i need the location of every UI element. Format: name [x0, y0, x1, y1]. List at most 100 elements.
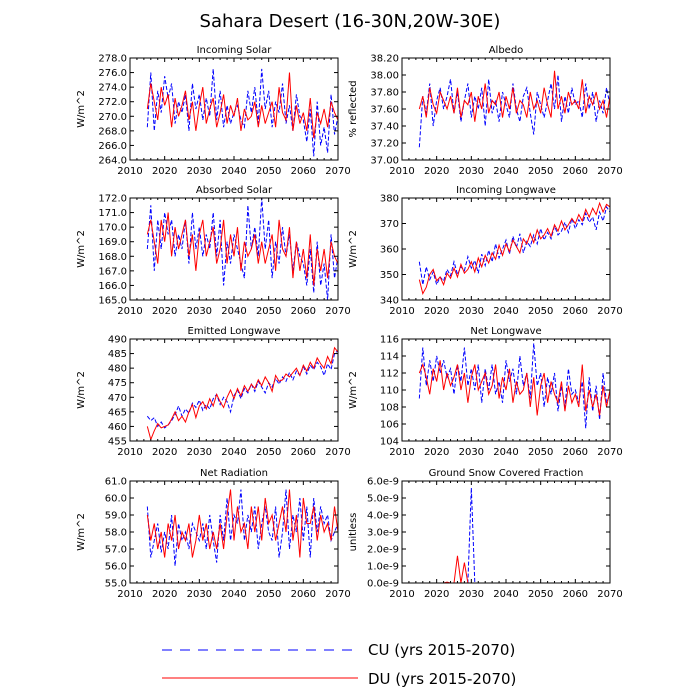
- y-tick-label: 38.20: [370, 54, 399, 65]
- series-cu-line: [418, 343, 610, 429]
- y-tick-label: 165.0: [98, 296, 127, 307]
- y-tick-label: 270.0: [98, 112, 127, 123]
- figure-title: Sahara Desert (16-30N,20W-30E): [200, 11, 501, 32]
- x-tick-label: 2060: [291, 589, 316, 600]
- series-group: [146, 346, 338, 441]
- y-tick-label: 61.0: [105, 477, 127, 488]
- y-tick-label: 57.0: [105, 545, 127, 556]
- y-axis-label: W/m^2: [76, 513, 87, 551]
- y-tick-label: 110: [380, 386, 399, 397]
- y-tick-label: 266.0: [98, 141, 127, 152]
- series-cu-line: [418, 205, 610, 287]
- x-tick-label: 2030: [187, 447, 212, 458]
- chart-panel: Incoming Solar W/m^2 2010 2020 2030 2040 2050 2…: [76, 45, 351, 177]
- series-group: [418, 201, 610, 296]
- series-du-line: [146, 489, 338, 558]
- series-du-line: [146, 346, 338, 441]
- y-tick-label: 455: [108, 437, 127, 448]
- y-tick-label: 172.0: [98, 194, 127, 205]
- x-tick-label: 2040: [493, 306, 518, 317]
- y-tick-label: 475: [108, 378, 127, 389]
- y-axis-label: W/m^2: [76, 371, 87, 409]
- y-tick-label: 104: [380, 437, 399, 448]
- y-tick-label: 370: [380, 219, 399, 230]
- y-tick-label: 272.0: [98, 97, 127, 108]
- y-axis-label: W/m^2: [348, 230, 359, 268]
- legend-du-label: DU (yrs 2015-2070): [368, 670, 516, 688]
- x-tick-label: 2060: [563, 166, 588, 177]
- x-tick-label: 2060: [563, 306, 588, 317]
- y-tick-label: 360: [380, 245, 399, 256]
- x-tick-label: 2070: [597, 166, 622, 177]
- x-tick-label: 2040: [493, 589, 518, 600]
- x-tick-label: 2030: [187, 166, 212, 177]
- x-tick-label: 2070: [325, 306, 350, 317]
- x-tick-label: 2070: [325, 589, 350, 600]
- series-cu-line: [146, 489, 338, 567]
- y-tick-label: 59.0: [105, 511, 127, 522]
- chart-panel: Incoming Longwave W/m^2 2010 2020 2030 2040 20…: [348, 185, 623, 317]
- x-tick-label: 2020: [152, 306, 177, 317]
- x-tick-label: 2030: [187, 589, 212, 600]
- y-tick-label: 168.0: [98, 252, 127, 263]
- chart-panel: Absorbed Solar W/m^2 2010 2020 2030 2040 2050 2…: [76, 185, 351, 317]
- chart-panel: Ground Snow Covered Fraction unitless 2010…: [348, 468, 623, 600]
- x-tick-label: 2050: [256, 306, 281, 317]
- plot-frame: [129, 57, 339, 161]
- y-tick-label: 169.0: [98, 237, 127, 248]
- y-tick-label: 38.00: [370, 71, 399, 82]
- chart-title: Incoming Longwave: [456, 185, 556, 196]
- x-tick-label: 2070: [597, 306, 622, 317]
- y-tick-label: 4.0e-9: [367, 511, 399, 522]
- y-tick-label: 108: [380, 403, 399, 414]
- y-tick-label: 37.00: [370, 156, 399, 167]
- y-tick-label: 37.40: [370, 122, 399, 133]
- y-tick-label: 460: [108, 422, 127, 433]
- x-tick-label: 2050: [256, 589, 281, 600]
- y-tick-label: 276.0: [98, 68, 127, 79]
- chart-panel: Albedo % reflected 2010 2020 2030 2040 2050 206…: [348, 45, 623, 177]
- plot-frame: [401, 480, 611, 584]
- y-axis-label: % reflected: [348, 80, 359, 137]
- x-tick-label: 2030: [459, 306, 484, 317]
- x-tick-label: 2020: [152, 166, 177, 177]
- series-du-line: [418, 360, 610, 416]
- x-tick-label: 2020: [424, 447, 449, 458]
- y-tick-label: 166.0: [98, 281, 127, 292]
- x-tick-label: 2020: [152, 447, 177, 458]
- y-tick-label: 485: [108, 349, 127, 360]
- y-tick-label: 116: [380, 335, 399, 346]
- chart-title: Incoming Solar: [197, 45, 273, 56]
- chart-panel: Net Longwave W/m^2 2010 2020 2030 2040 2050 206…: [348, 326, 623, 458]
- x-tick-label: 2060: [291, 447, 316, 458]
- x-tick-label: 2040: [221, 166, 246, 177]
- y-tick-label: 6.0e-9: [367, 477, 399, 488]
- chart-title: Net Longwave: [470, 326, 541, 337]
- y-tick-label: 171.0: [98, 208, 127, 219]
- chart-panel: Emitted Longwave W/m^2 2010 2020 2030 2040 205…: [76, 326, 351, 458]
- y-tick-label: 350: [380, 270, 399, 281]
- x-tick-label: 2060: [291, 166, 316, 177]
- y-tick-label: 380: [380, 194, 399, 205]
- y-tick-label: 470: [108, 393, 127, 404]
- x-tick-label: 2040: [221, 447, 246, 458]
- x-tick-label: 2040: [221, 306, 246, 317]
- y-tick-label: 170.0: [98, 223, 127, 234]
- series-cu-line: [418, 74, 610, 148]
- y-axis-label: unitless: [348, 513, 359, 552]
- y-tick-label: 56.0: [105, 562, 127, 573]
- chart-title: Net Radiation: [200, 468, 268, 479]
- series-du-line: [146, 212, 338, 286]
- series-du-line: [146, 72, 338, 139]
- y-tick-label: 340: [380, 296, 399, 307]
- x-tick-label: 2060: [563, 447, 588, 458]
- y-tick-label: 465: [108, 407, 127, 418]
- y-axis-label: W/m^2: [76, 230, 87, 268]
- series-cu-line: [146, 350, 338, 429]
- chart-title: Absorbed Solar: [196, 185, 273, 196]
- x-tick-label: 2050: [256, 447, 281, 458]
- x-tick-label: 2010: [117, 447, 142, 458]
- y-tick-label: 114: [380, 352, 399, 363]
- chart-panels: Incoming Solar W/m^2 2010 2020 2030 2040 2050 2…: [76, 45, 623, 600]
